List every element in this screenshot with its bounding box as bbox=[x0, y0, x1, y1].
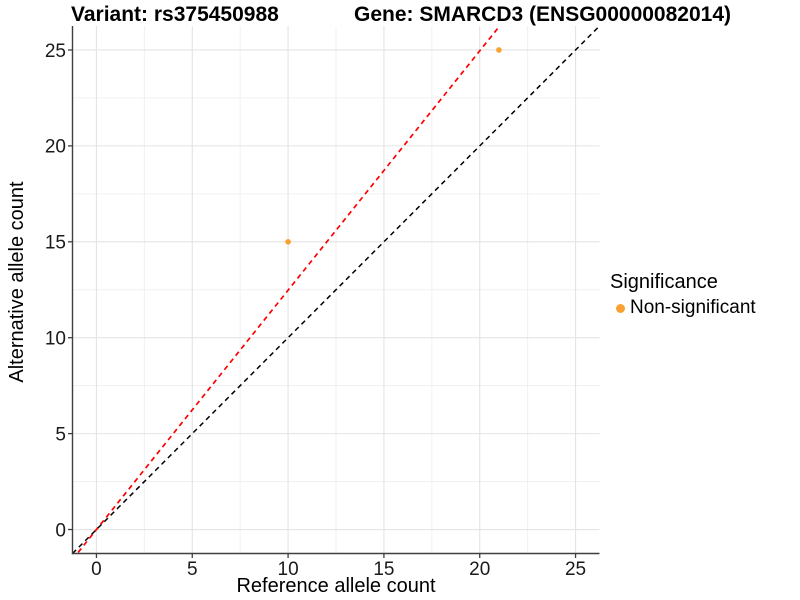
x-tick-label: 25 bbox=[565, 559, 586, 580]
x-tick-label: 10 bbox=[278, 559, 299, 580]
legend-item-label: Non-significant bbox=[630, 297, 756, 318]
identity-line bbox=[72, 26, 600, 554]
y-axis-title: Alternative allele count bbox=[6, 181, 28, 383]
x-tick-label: 15 bbox=[373, 559, 394, 580]
y-tick-label: 25 bbox=[45, 41, 66, 62]
x-tick-label: 0 bbox=[91, 559, 102, 580]
data-point bbox=[496, 47, 502, 53]
y-tick-label: 15 bbox=[45, 233, 66, 254]
y-tick-label: 20 bbox=[45, 137, 66, 158]
plot-title-gene: Gene: SMARCD3 (ENSG00000082014) bbox=[354, 3, 731, 26]
x-tick-label: 5 bbox=[187, 559, 198, 580]
legend-item-non-significant: Non-significant bbox=[610, 297, 756, 319]
plot-title-variant: Variant: rs375450988 bbox=[71, 3, 279, 26]
y-tick-label: 0 bbox=[55, 520, 66, 541]
legend: Significance Non-significant bbox=[610, 271, 756, 319]
legend-point-icon bbox=[616, 303, 625, 313]
legend-title: Significance bbox=[610, 271, 718, 293]
x-axis-title: Reference allele count bbox=[236, 575, 436, 597]
y-tick-label: 10 bbox=[45, 329, 66, 350]
y-tick-label: 5 bbox=[55, 424, 66, 445]
data-point bbox=[285, 238, 291, 245]
x-tick-label: 20 bbox=[469, 559, 490, 580]
